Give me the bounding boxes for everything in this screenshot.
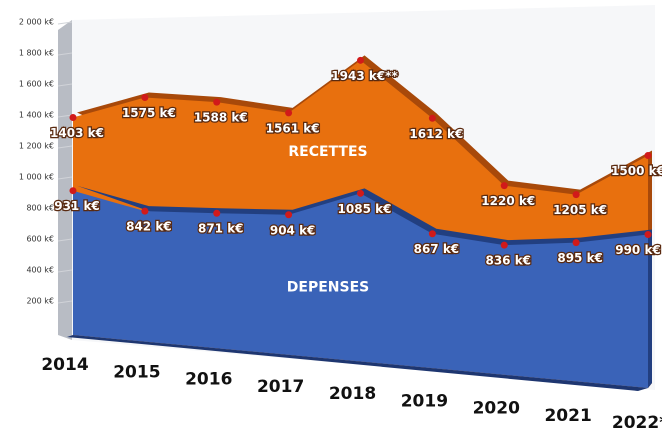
x-tick-label: 2022*	[612, 413, 662, 433]
data-point	[69, 187, 77, 195]
data-point	[141, 94, 149, 101]
x-tick-label: 2018	[329, 384, 376, 404]
y-tick-label: 2 000 k€	[19, 18, 54, 27]
x-tick-label: 2014	[41, 355, 88, 375]
value-label: 871 k€	[198, 222, 244, 236]
data-point	[213, 98, 221, 106]
value-label: 1943 k€**	[331, 69, 398, 83]
value-label: 904 k€	[270, 223, 316, 237]
y-tick-label: 1 800 k€	[19, 49, 54, 58]
y-tick-label: 200 k€	[26, 297, 54, 306]
value-label: 1500 k€	[611, 164, 662, 178]
y-tick-label: 1 200 k€	[19, 142, 54, 151]
y-tick-label: 800 k€	[26, 204, 54, 213]
grid-line	[57, 176, 73, 180]
grid-line	[57, 83, 73, 87]
value-label: 867 k€	[414, 242, 460, 256]
x-tick-label: 2021	[544, 406, 591, 426]
x-tick-label: 2015	[113, 362, 160, 382]
series-label: DEPENSES	[287, 279, 369, 295]
value-label: 1588 k€	[194, 111, 248, 125]
grid-line	[57, 52, 73, 56]
data-point	[285, 109, 293, 117]
x-tick-label: 2020	[473, 399, 520, 419]
grid-line	[57, 21, 73, 25]
series-label: RECETTES	[288, 144, 367, 160]
value-label: 1612 k€	[409, 127, 463, 141]
value-label: 931 k€	[54, 199, 100, 213]
value-label: 895 k€	[557, 251, 603, 265]
data-point	[69, 114, 77, 122]
x-tick-label: 2019	[401, 391, 448, 411]
grid-line	[57, 207, 73, 211]
x-tick-label: 2017	[257, 377, 304, 397]
value-label: 1220 k€	[481, 194, 535, 208]
data-point	[357, 189, 364, 197]
value-label: 1085 k€	[338, 202, 392, 216]
data-point	[644, 231, 652, 239]
data-point	[644, 152, 652, 159]
grid-line	[57, 114, 73, 118]
value-label: 1575 k€	[122, 106, 176, 120]
y-tick-label: 1 400 k€	[19, 111, 54, 120]
x-tick-label: 2016	[185, 370, 232, 390]
value-label: 1205 k€	[553, 203, 607, 217]
y-tick-label: 1 600 k€	[19, 80, 54, 89]
data-point	[213, 209, 221, 217]
grid-line	[57, 300, 73, 304]
data-point	[572, 239, 580, 247]
data-point	[500, 241, 508, 249]
value-label: 1403 k€	[50, 126, 104, 140]
data-point	[428, 114, 436, 122]
value-label: 990 k€	[615, 243, 661, 257]
grid-line	[57, 145, 73, 149]
data-point	[285, 211, 293, 219]
data-point	[500, 182, 508, 190]
data-point	[428, 230, 436, 238]
data-point	[572, 191, 580, 199]
value-label: 1561 k€	[266, 121, 320, 135]
value-label: 842 k€	[126, 220, 172, 234]
y-tick-label: 1 000 k€	[19, 173, 54, 182]
y-tick-label: 600 k€	[26, 235, 54, 244]
left-wall	[58, 20, 72, 340]
data-point	[357, 56, 364, 64]
grid-line	[57, 269, 73, 273]
value-label: 836 k€	[485, 254, 531, 268]
data-point	[141, 207, 149, 215]
area	[73, 190, 648, 388]
floor-edge	[67, 335, 648, 391]
y-tick-label: 400 k€	[26, 266, 54, 275]
grid-line	[57, 238, 73, 242]
